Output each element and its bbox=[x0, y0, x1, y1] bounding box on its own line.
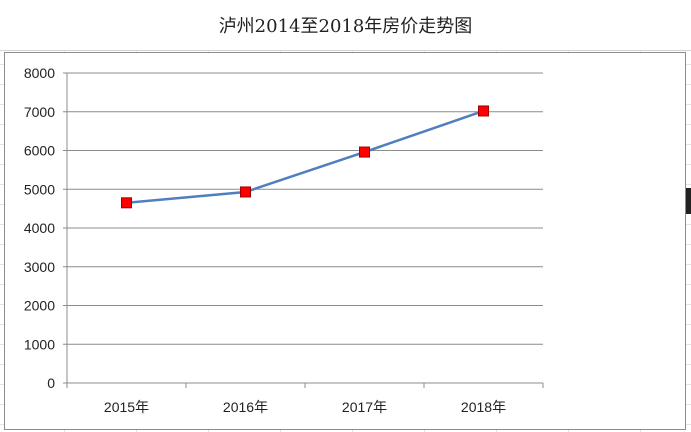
data-point bbox=[359, 146, 370, 158]
y-tick-label: 0 bbox=[47, 375, 55, 391]
y-tick-label: 5000 bbox=[24, 181, 55, 197]
x-tick-label: 2018年 bbox=[461, 399, 506, 415]
y-tick-label: 2000 bbox=[24, 298, 55, 314]
data-point bbox=[478, 105, 489, 117]
data-point bbox=[121, 197, 132, 209]
x-tick-label: 2016年 bbox=[223, 399, 268, 415]
y-tick-label: 8000 bbox=[24, 65, 55, 81]
x-tick-label: 2015年 bbox=[104, 399, 149, 415]
data-point bbox=[240, 186, 251, 198]
x-axis-ticks: 2015年 2016年 2017年 2018年 bbox=[66, 383, 544, 415]
scroll-marker bbox=[686, 188, 691, 214]
gridlines bbox=[63, 72, 543, 384]
chart-title: 泸州2014至2018年房价走势图 bbox=[218, 16, 473, 37]
y-axis-ticks: 0 1000 2000 3000 4000 5000 6000 7000 8000 bbox=[24, 65, 55, 391]
series-group bbox=[121, 105, 489, 209]
y-tick-label: 1000 bbox=[24, 336, 55, 352]
series-line bbox=[126, 109, 484, 205]
y-tick-label: 3000 bbox=[24, 259, 55, 275]
x-tick-label: 2017年 bbox=[342, 399, 387, 415]
chart-area[interactable] bbox=[4, 52, 686, 430]
title-cell: 泸州2014至2018年房价走势图 bbox=[0, 0, 691, 51]
y-tick-label: 7000 bbox=[24, 104, 55, 120]
y-tick-label: 4000 bbox=[24, 220, 55, 236]
y-tick-label: 6000 bbox=[24, 143, 55, 159]
